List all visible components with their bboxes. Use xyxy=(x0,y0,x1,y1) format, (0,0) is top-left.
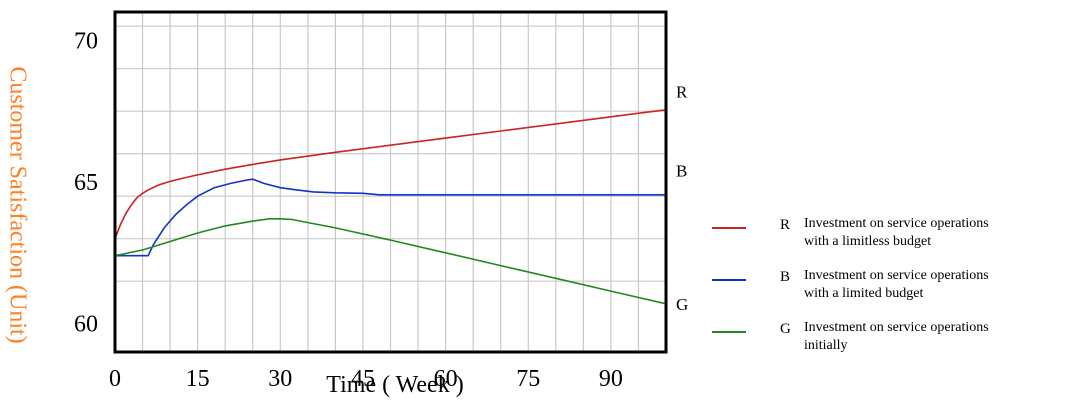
grid xyxy=(115,12,666,352)
series-end-labels: R B G xyxy=(676,82,688,314)
legend-letter-g: G xyxy=(780,321,791,337)
x-tick-label: 45 xyxy=(351,366,375,392)
x-tick-label: 30 xyxy=(268,366,292,392)
legend-swatch-g xyxy=(712,331,746,333)
legend-letter-b: B xyxy=(780,269,791,285)
x-tick-label: 15 xyxy=(186,366,210,392)
series-end-label-r: R xyxy=(676,82,688,101)
series-line-b xyxy=(115,178,666,257)
series-end-label-g: G xyxy=(676,295,688,314)
legend-swatch-r xyxy=(712,227,746,229)
legend: R Investment on service operations with … xyxy=(708,215,1078,371)
x-axis-label: Time ( Week ) xyxy=(326,372,464,398)
legend-text-b: Investment on service operations with a … xyxy=(804,268,989,301)
series-layer xyxy=(114,109,667,305)
y-axis-label-wrap: Customer Satisfaction (Unit) xyxy=(0,0,34,410)
x-tick-label: 75 xyxy=(516,366,540,392)
y-tick-label: 60 xyxy=(74,312,98,338)
series-line-g xyxy=(114,218,667,305)
legend-text-r: Investment on service operations with a … xyxy=(804,216,989,249)
x-tick-label: 90 xyxy=(599,366,623,392)
series-end-label-b: B xyxy=(676,162,687,181)
x-tick-label: 60 xyxy=(434,366,458,392)
legend-swatch-b xyxy=(712,279,746,281)
legend-item-b: B Investment on service operations with … xyxy=(708,267,1078,319)
legend-item-r: R Investment on service operations with … xyxy=(708,215,1078,267)
legend-text-g: Investment on service operations initial… xyxy=(804,320,989,353)
y-tick-label: 70 xyxy=(74,28,98,54)
plot-frame xyxy=(113,10,668,354)
x-tick-label: 0 xyxy=(109,366,121,392)
tick-labels: 0 15 30 45 60 75 90 60 65 70 xyxy=(74,28,623,392)
series-line-r xyxy=(114,109,667,239)
legend-item-g: G Investment on service operations initi… xyxy=(708,319,1078,371)
legend-letter-r: R xyxy=(780,217,791,233)
y-tick-label: 65 xyxy=(74,170,98,196)
y-axis-label: Customer Satisfaction (Unit) xyxy=(4,66,31,344)
